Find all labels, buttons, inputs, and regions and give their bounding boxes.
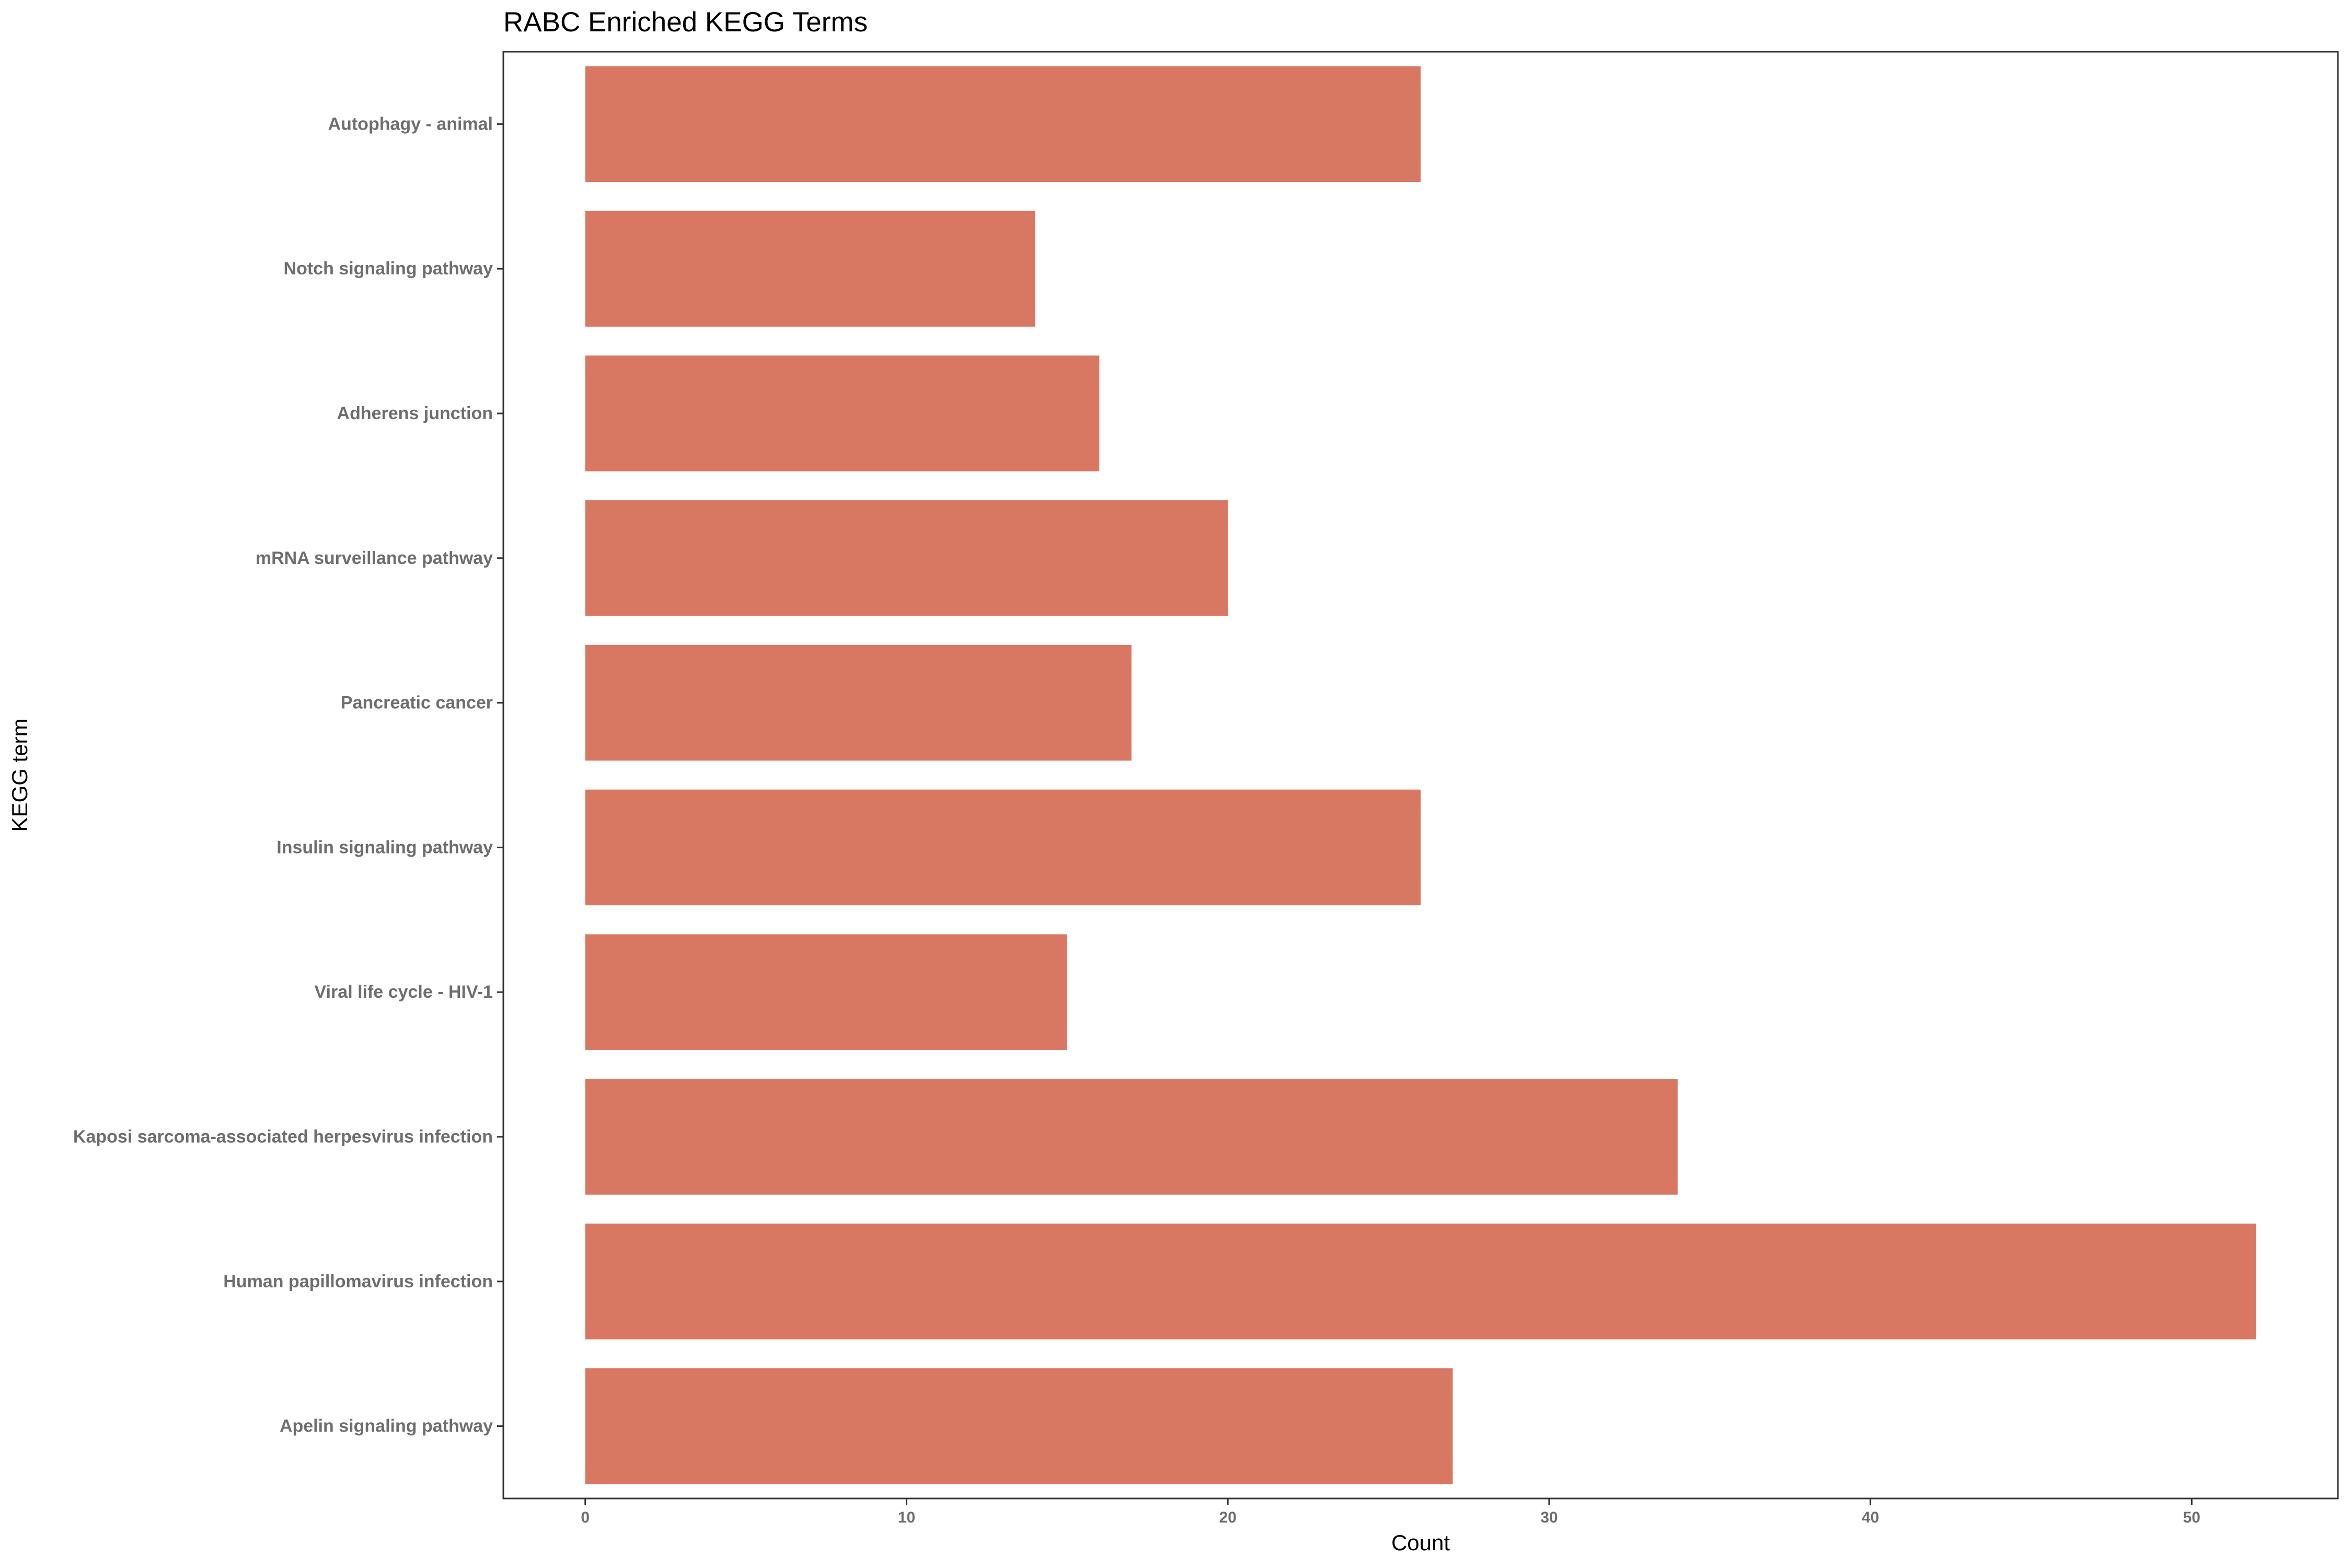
y-tick-label: Pancreatic cancer	[341, 693, 493, 713]
y-tick-label: Autophagy - animal	[328, 114, 493, 134]
y-tick-label: Notch signaling pathway	[284, 259, 493, 279]
bar	[585, 211, 1035, 327]
y-tick-label: Adherens junction	[337, 403, 493, 423]
x-tick-label: 0	[581, 1509, 590, 1526]
y-axis-title: KEGG term	[7, 718, 32, 832]
chart-title: RABC Enriched KEGG Terms	[503, 7, 868, 38]
bar	[585, 1368, 1453, 1484]
y-tick-label: Insulin signaling pathway	[276, 837, 493, 857]
bar	[585, 500, 1228, 616]
y-tick-label: Apelin signaling pathway	[280, 1416, 493, 1436]
bar	[585, 66, 1421, 182]
bar	[585, 1224, 2256, 1340]
y-tick-label: Kaposi sarcoma-associated herpesvirus in…	[73, 1127, 493, 1147]
y-axis: Autophagy - animal Notch signaling pathwa…	[73, 114, 503, 1436]
panel-border	[502, 51, 2339, 1500]
bar	[585, 644, 1132, 761]
x-tick-label: 30	[1540, 1509, 1558, 1526]
y-tick-label: Human papillomavirus infection	[223, 1272, 493, 1292]
x-axis-title: Count	[1391, 1530, 1450, 1555]
bar	[585, 789, 1421, 906]
x-axis: 0 10 20 30 40 50	[581, 1498, 2200, 1526]
x-tick-label: 40	[1862, 1509, 1879, 1526]
x-tick-label: 10	[898, 1509, 915, 1526]
x-tick-label: 50	[2183, 1509, 2200, 1526]
bars	[585, 66, 2256, 1484]
y-tick-label: Viral life cycle - HIV-1	[315, 982, 493, 1002]
bar	[585, 355, 1100, 471]
x-tick-label: 20	[1219, 1509, 1236, 1526]
bar	[585, 934, 1067, 1050]
bar	[585, 1079, 1678, 1195]
y-tick-label: mRNA surveillance pathway	[256, 548, 493, 568]
